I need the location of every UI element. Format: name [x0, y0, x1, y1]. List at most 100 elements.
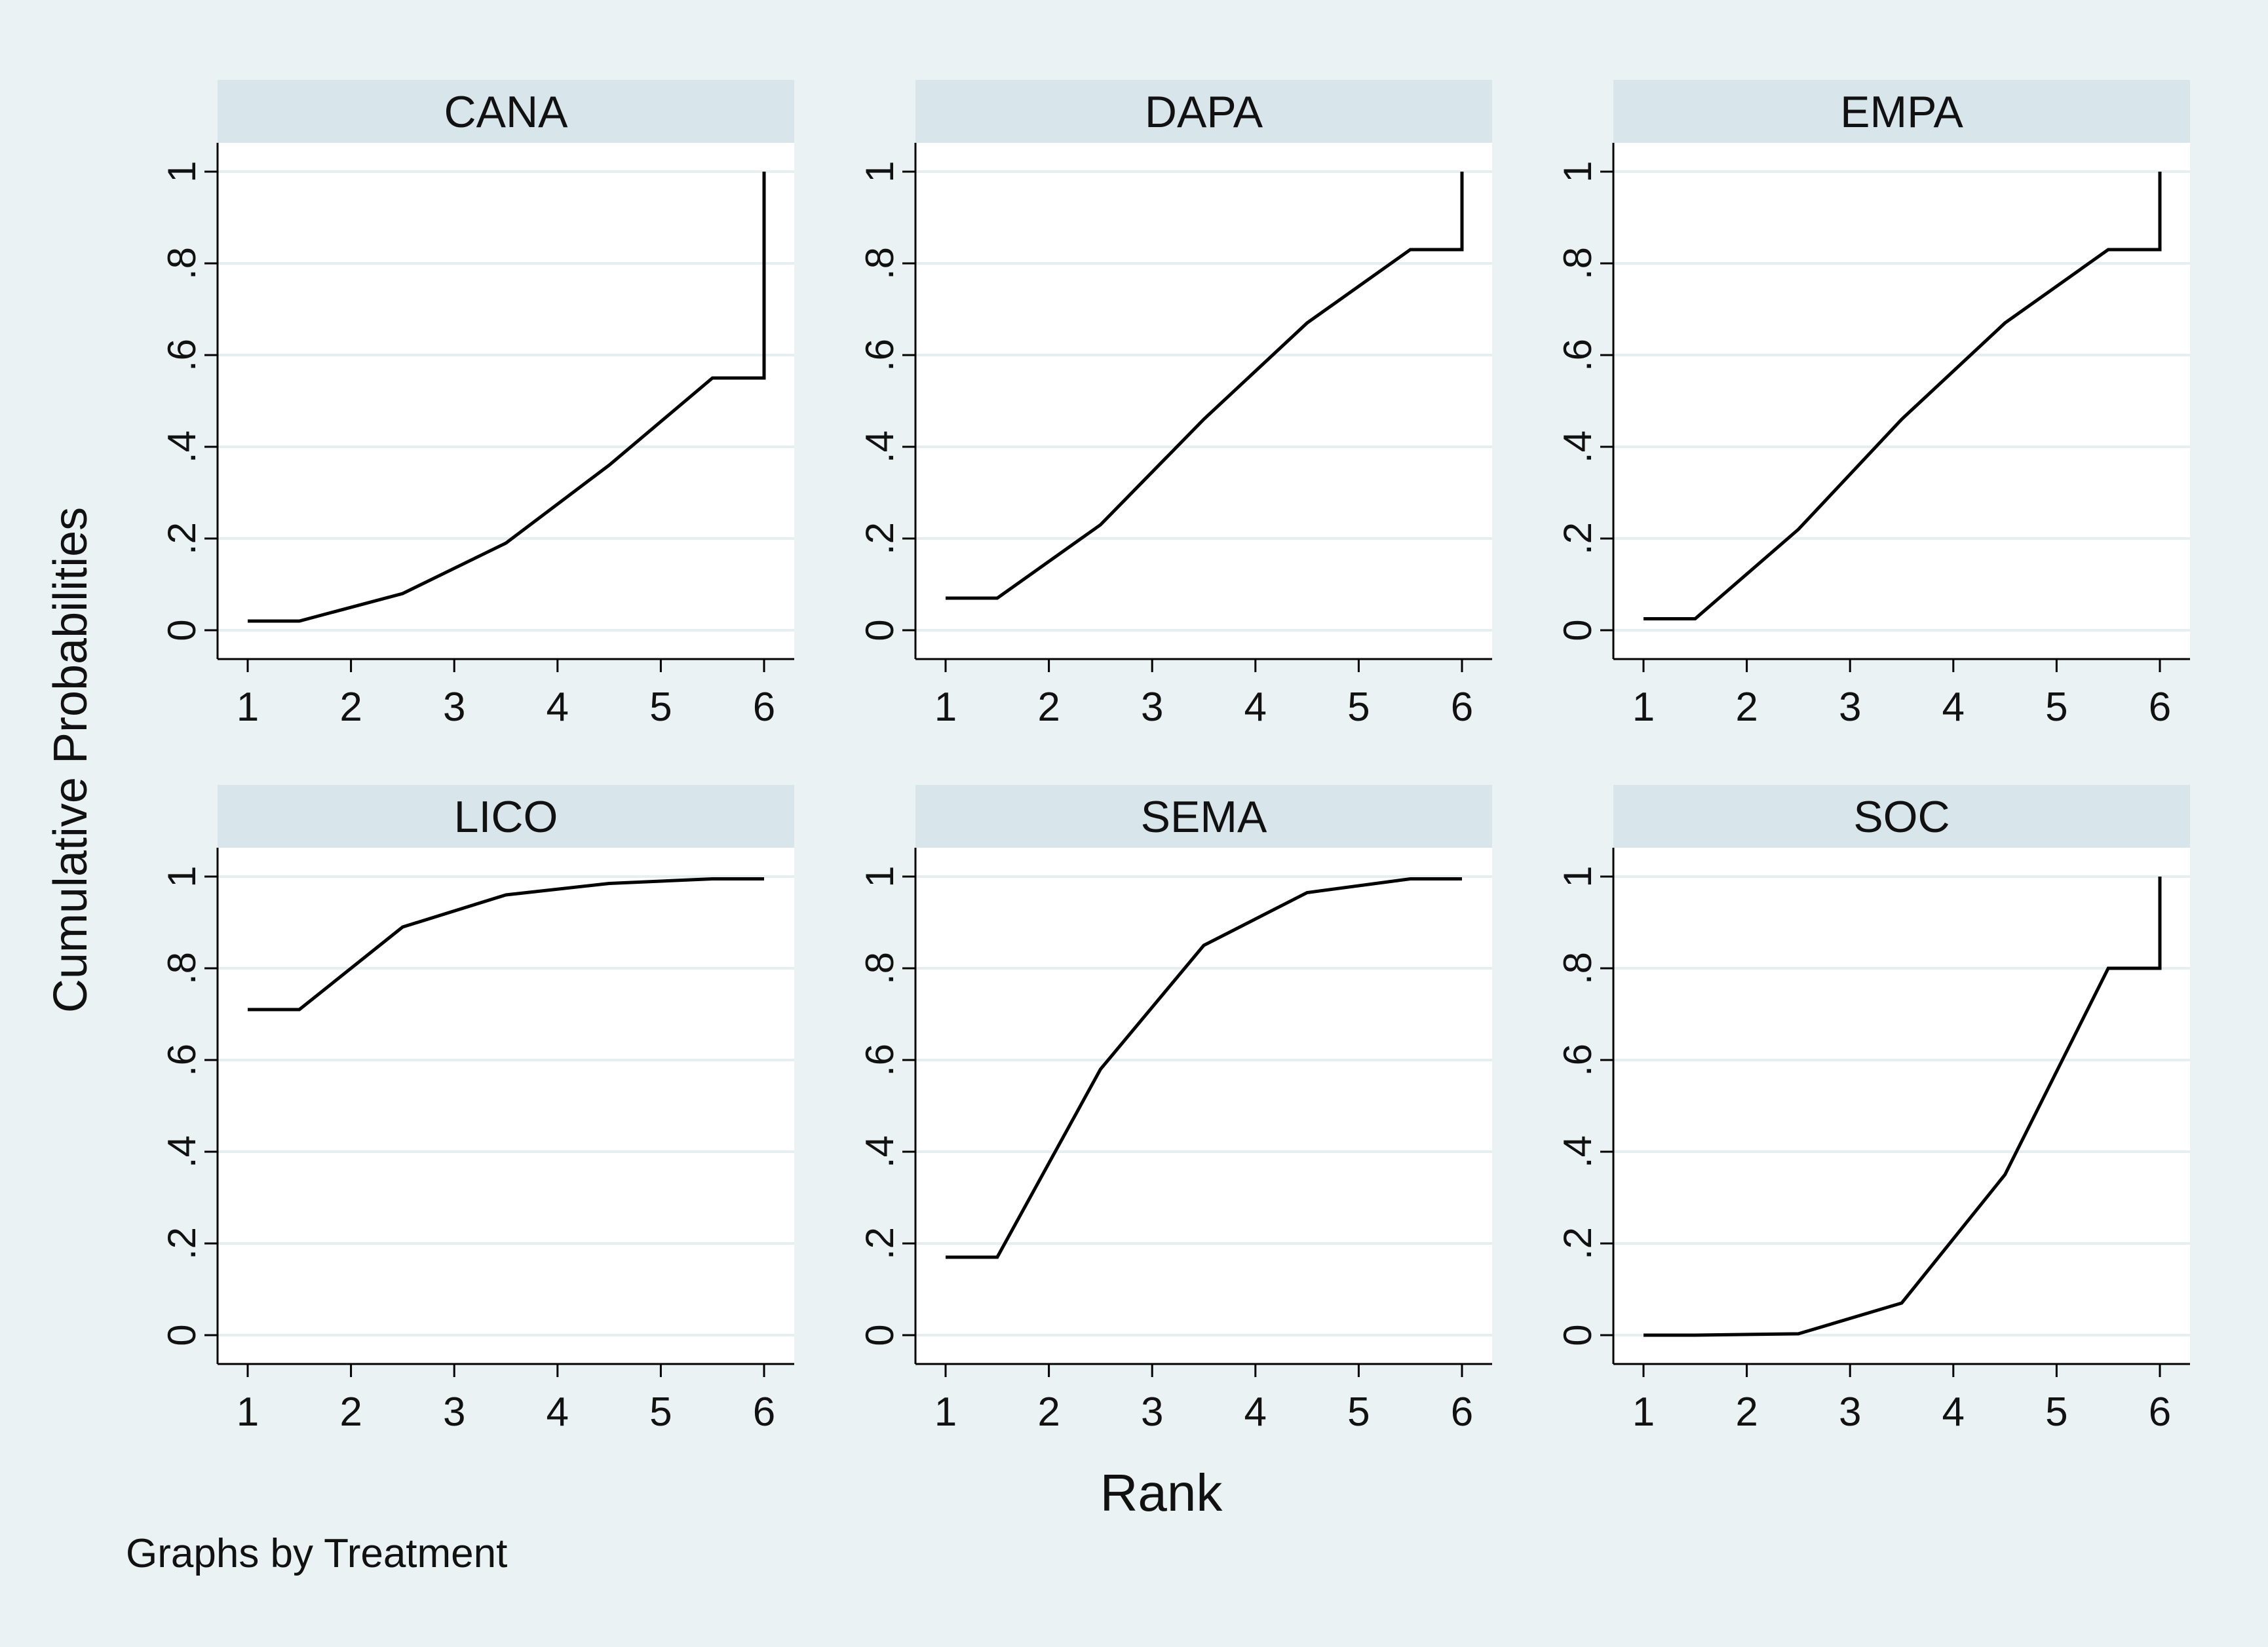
- x-tick-label: 5: [649, 685, 672, 730]
- panel-title: EMPA: [1840, 87, 1963, 137]
- x-tick-label: 1: [1632, 685, 1655, 730]
- y-tick-label: .4: [1556, 1135, 1600, 1168]
- y-tick-label: 1: [858, 865, 902, 887]
- plot-area: [915, 848, 1492, 1364]
- y-tick-label: .8: [160, 247, 204, 280]
- x-tick-label: 4: [1942, 685, 1965, 730]
- x-tick-label: 1: [237, 685, 259, 730]
- y-axis-title: Cumulative Probabilities: [45, 507, 97, 1013]
- x-axis-title: Rank: [1100, 1464, 1223, 1522]
- y-tick-label: .6: [858, 1044, 902, 1076]
- y-tick-label: .8: [160, 952, 204, 985]
- x-tick-label: 3: [443, 1390, 465, 1435]
- x-tick-label: 3: [1141, 1390, 1163, 1435]
- series-line-sema: [946, 877, 1462, 1259]
- panel-title: SEMA: [1141, 792, 1267, 842]
- x-tick-label: 2: [1735, 685, 1758, 730]
- panel-soc: SOC 0 .2 .4 .6 .8 1 1 2 3 4 5 6: [1556, 785, 2190, 1435]
- y-tick-label: .4: [858, 430, 902, 463]
- series-line-dapa: [946, 172, 1464, 600]
- x-tick-label: 4: [1244, 685, 1267, 730]
- y-tick-label: .4: [160, 1135, 204, 1168]
- x-tick-label: 1: [1632, 1390, 1655, 1435]
- y-tick-label: .2: [160, 522, 204, 555]
- x-tick-label: 3: [1839, 685, 1861, 730]
- y-tick-label: 0: [160, 1324, 204, 1346]
- y-tick-label: .4: [1556, 430, 1600, 463]
- panel-title-strip: [915, 785, 1492, 848]
- panel-cana: CANA 0 .2 .4 .6 .8 1 1 2 3 4 5 6: [160, 80, 794, 730]
- x-tick-label: 3: [443, 685, 465, 730]
- x-tick-label: 6: [2149, 1390, 2171, 1435]
- panel-lico: LICO 0 .2 .4 .6 .8 1 1 2 3 4 5 6: [160, 785, 794, 1435]
- panel-empa: EMPA 0 .2 .4 .6 .8 1 1 2 3 4 5 6: [1556, 80, 2190, 730]
- panel-title-strip: [218, 80, 794, 143]
- y-tick-label: .6: [858, 339, 902, 371]
- x-tick-label: 4: [1942, 1390, 1965, 1435]
- x-tick-label: 1: [934, 685, 957, 730]
- y-tick-label: .6: [160, 1044, 204, 1076]
- x-tick-label: 5: [2045, 1390, 2067, 1435]
- y-tick-label: .2: [1556, 1227, 1600, 1260]
- plot-area: [218, 848, 794, 1364]
- series-line-empa: [1643, 172, 2162, 620]
- plot-area: [1613, 143, 2190, 659]
- x-tick-label: 5: [1347, 1390, 1370, 1435]
- y-tick-label: .6: [1556, 339, 1600, 371]
- x-tick-label: 3: [1141, 685, 1163, 730]
- x-tick-label: 3: [1839, 1390, 1861, 1435]
- x-tick-label: 6: [753, 1390, 775, 1435]
- y-tick-label: .8: [1556, 952, 1600, 985]
- x-tick-label: 5: [2045, 685, 2067, 730]
- y-tick-label: .8: [1556, 247, 1600, 280]
- x-tick-label: 2: [1037, 1390, 1060, 1435]
- x-tick-label: 2: [1037, 685, 1060, 730]
- y-tick-label: .6: [160, 339, 204, 371]
- series-line-soc: [1643, 877, 2162, 1337]
- y-tick-label: .2: [858, 1227, 902, 1260]
- plot-area: [218, 143, 794, 659]
- x-tick-label: 4: [1244, 1390, 1267, 1435]
- y-tick-label: 0: [858, 619, 902, 641]
- y-tick-label: .8: [858, 247, 902, 280]
- x-tick-label: 6: [1451, 685, 1473, 730]
- x-tick-label: 1: [934, 1390, 957, 1435]
- x-tick-label: 5: [1347, 685, 1370, 730]
- x-tick-label: 6: [1451, 1390, 1473, 1435]
- y-tick-label: .4: [858, 1135, 902, 1168]
- panel-sema: SEMA 0 .2 .4 .6 .8 1 1 2 3 4 5 6: [858, 785, 1492, 1435]
- y-tick-label: 1: [1556, 865, 1600, 887]
- y-tick-label: .2: [160, 1227, 204, 1260]
- x-tick-label: 6: [753, 685, 775, 730]
- panel-title: DAPA: [1145, 87, 1263, 137]
- y-tick-label: 1: [160, 865, 204, 887]
- series-line-cana: [248, 172, 766, 623]
- y-tick-label: .8: [858, 952, 902, 985]
- x-tick-label: 4: [547, 1390, 569, 1435]
- y-tick-label: .6: [1556, 1044, 1600, 1076]
- y-tick-label: .4: [160, 430, 204, 463]
- y-tick-label: 1: [1556, 161, 1600, 182]
- y-tick-label: 1: [160, 161, 204, 182]
- x-tick-label: 2: [339, 685, 362, 730]
- x-tick-label: 4: [547, 685, 569, 730]
- panel-title-strip: [218, 785, 794, 848]
- panel-title-strip: [1613, 80, 2190, 143]
- x-tick-label: 6: [2149, 685, 2171, 730]
- panel-dapa: DAPA 0 .2 .4 .6 .8 1 1 2 3 4 5 6: [858, 80, 1492, 730]
- graphs-by-note: Graphs by Treatment: [126, 1531, 507, 1576]
- panel-title: SOC: [1853, 792, 1950, 842]
- panel-title: LICO: [454, 792, 558, 842]
- plot-area: [915, 143, 1492, 659]
- panels-layer: CANA 0 .2 .4 .6 .8 1 1 2 3 4 5 6 DAPA 0 .2 .4 .6 .8 1 1 2 3 4 5 6…: [160, 80, 2190, 1435]
- panel-title: CANA: [444, 87, 569, 137]
- y-tick-label: 1: [858, 161, 902, 182]
- y-tick-label: 0: [858, 1324, 902, 1346]
- x-tick-label: 2: [339, 1390, 362, 1435]
- y-tick-label: .2: [858, 522, 902, 555]
- x-tick-label: 2: [1735, 1390, 1758, 1435]
- panel-title-strip: [1613, 785, 2190, 848]
- x-tick-label: 5: [649, 1390, 672, 1435]
